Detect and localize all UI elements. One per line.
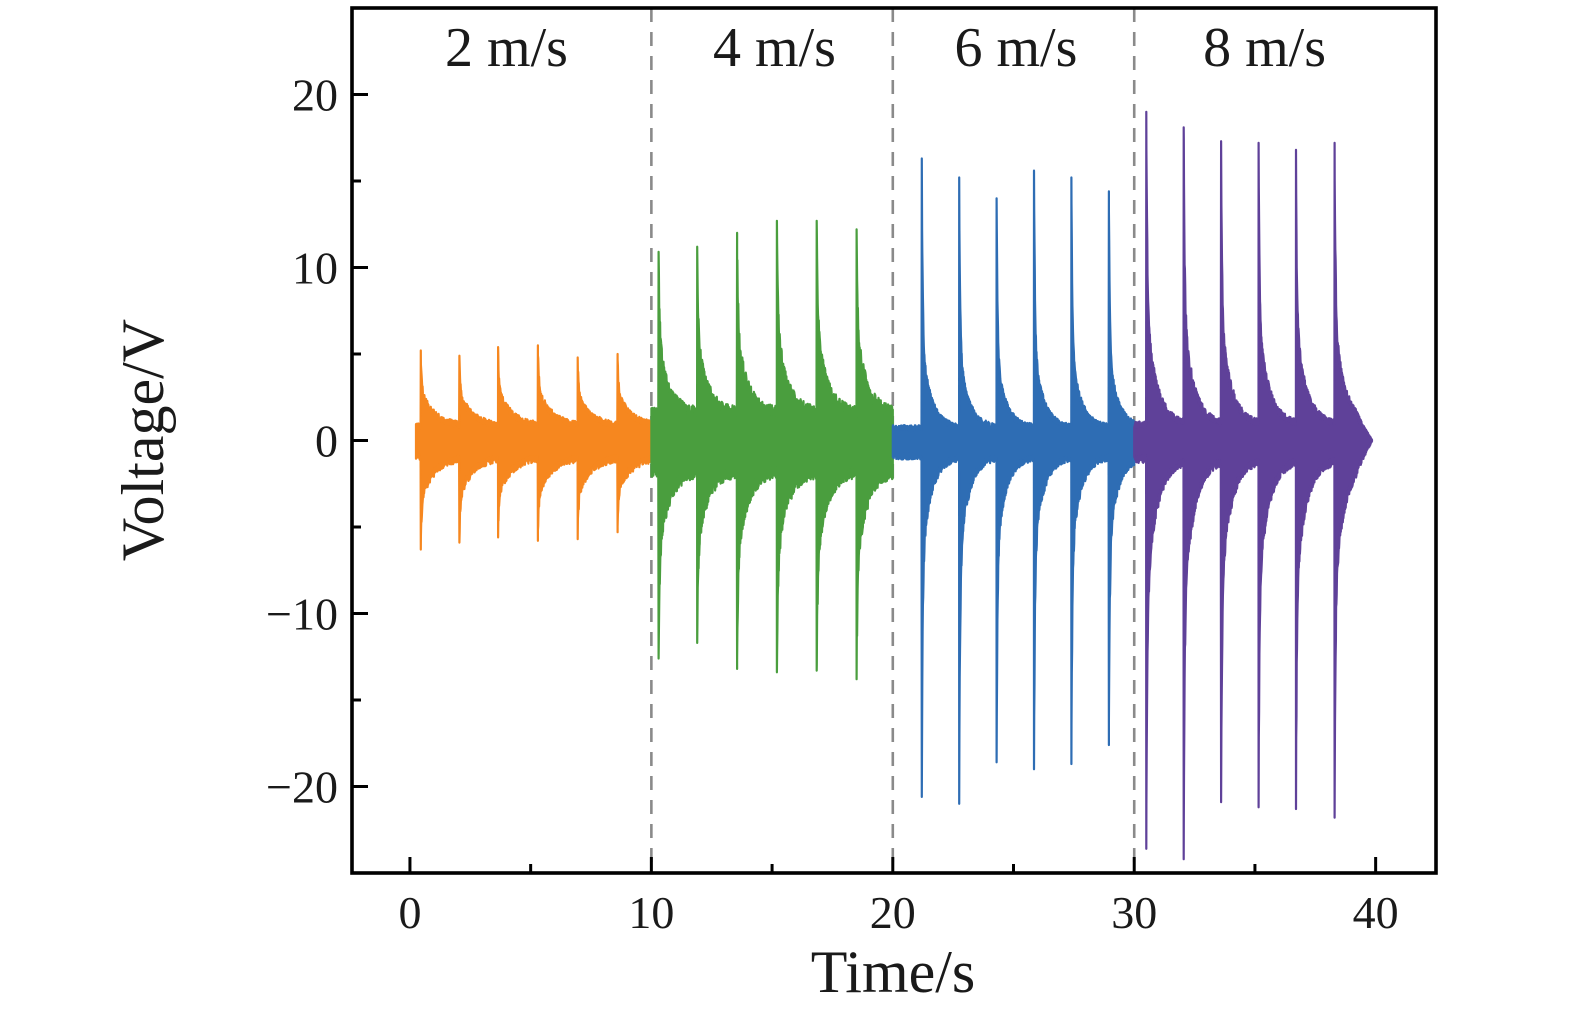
segment-label: 8 m/s bbox=[1203, 17, 1326, 79]
x-tick-label: 30 bbox=[1111, 887, 1157, 938]
y-tick-label: 20 bbox=[292, 70, 338, 121]
x-axis-label: Time/s bbox=[811, 939, 976, 1005]
x-tick-label: 0 bbox=[398, 887, 421, 938]
segment-label: 2 m/s bbox=[445, 17, 568, 79]
waveform-series bbox=[414, 110, 1374, 861]
y-axis-label: Voltage/V bbox=[110, 319, 176, 561]
y-tick-label: 10 bbox=[292, 243, 338, 294]
y-tick-label: −20 bbox=[266, 762, 338, 813]
axis-ticks bbox=[352, 93, 1378, 873]
x-tick-label: 40 bbox=[1353, 887, 1399, 938]
waveform-segment-2ms bbox=[414, 344, 653, 551]
waveform-segment-6ms bbox=[891, 157, 1136, 805]
y-tick-label: −10 bbox=[266, 589, 338, 640]
segment-label: 4 m/s bbox=[713, 17, 836, 79]
y-tick-label: 0 bbox=[315, 416, 338, 467]
x-tick-label: 20 bbox=[870, 887, 916, 938]
waveform-segment-4ms bbox=[650, 219, 894, 681]
waveform-segment-8ms bbox=[1133, 110, 1374, 861]
axis-tick-labels: 0 10 20 30 40 20 10 0 −10 −20 bbox=[266, 70, 1399, 939]
x-tick-label: 10 bbox=[628, 887, 674, 938]
segment-labels: 2 m/s 4 m/s 6 m/s 8 m/s bbox=[445, 17, 1326, 79]
segment-label: 6 m/s bbox=[954, 17, 1077, 79]
